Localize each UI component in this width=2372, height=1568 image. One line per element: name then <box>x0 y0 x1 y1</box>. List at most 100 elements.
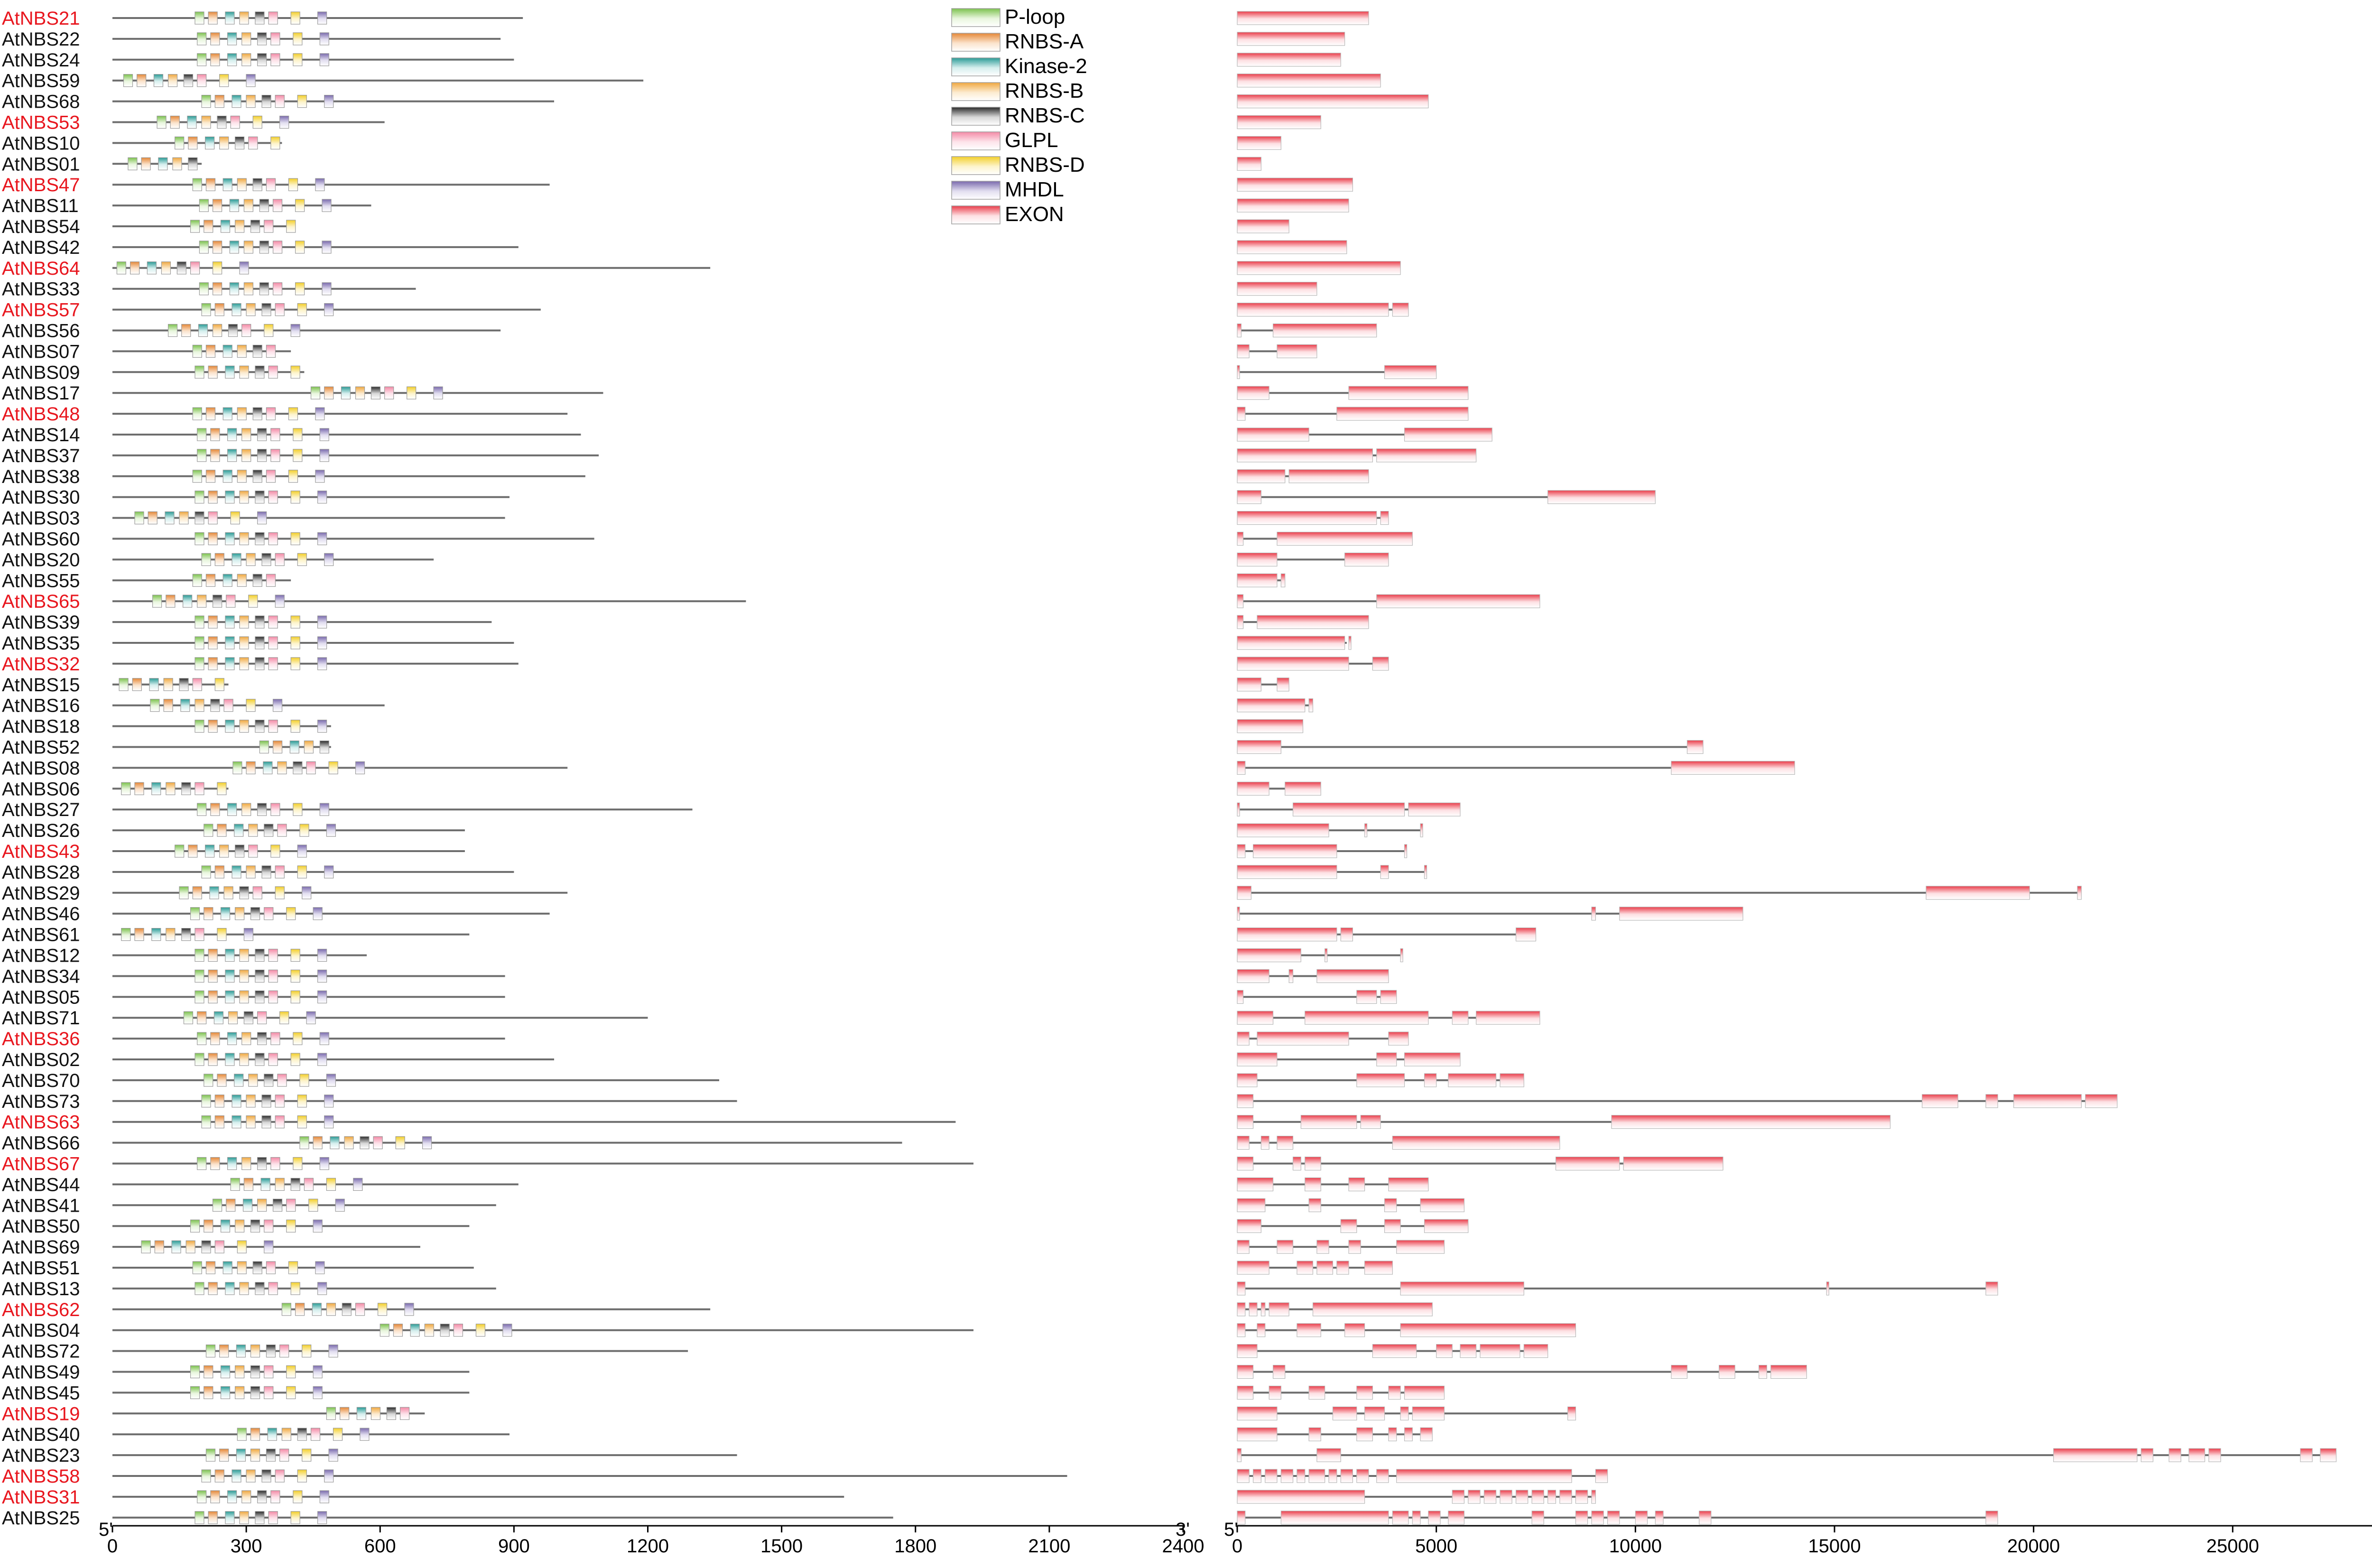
exon <box>1237 1156 1254 1171</box>
structure-row-atnbs54 <box>1237 219 1289 233</box>
structure-row-atnbs58 <box>1237 1469 1608 1483</box>
structure-row-atnbs07 <box>1237 344 1317 359</box>
motif-rnbs-a <box>208 657 218 670</box>
motif-rnbs-a <box>204 220 213 233</box>
structure-row-atnbs42 <box>1237 240 1347 254</box>
motif-glpl <box>275 1095 285 1108</box>
motif-kinase-2 <box>227 449 237 462</box>
motif-legend: P-loopRNBS-AKinase-2RNBS-BRNBS-CGLPLRNBS… <box>951 5 1087 226</box>
gene-label-atnbs01: AtNBS01 <box>2 154 80 175</box>
motif-p-loop <box>205 1448 216 1462</box>
motif-rnbs-c <box>255 11 265 25</box>
motif-row-atnbs58 <box>112 1469 1067 1483</box>
structure-row-atnbs44 <box>1237 1177 1429 1191</box>
legend-swatch <box>951 82 1001 101</box>
structure-row-atnbs59 <box>1237 74 1381 88</box>
exon <box>1500 1073 1524 1087</box>
motif-row-atnbs47 <box>112 178 550 191</box>
exon <box>1237 1136 1250 1150</box>
motif-rnbs-d <box>297 95 307 108</box>
exon <box>1547 490 1656 504</box>
structure-row-atnbs69 <box>1237 1240 1445 1254</box>
motif-rnbs-c <box>259 199 269 212</box>
legend-label: MHDL <box>1005 178 1064 201</box>
motif-rnbs-c <box>261 303 271 316</box>
motif-rnbs-b <box>237 470 247 483</box>
motif-p-loop <box>197 428 207 441</box>
legend-swatch <box>951 205 1001 224</box>
motif-rnbs-a <box>208 636 218 649</box>
exon <box>1591 1511 1604 1525</box>
motif-row-atnbs28 <box>112 865 514 879</box>
structure-row-atnbs46 <box>1237 907 1743 921</box>
motif-rnbs-d <box>302 1448 312 1462</box>
motif-rnbs-c <box>255 719 265 733</box>
motif-rnbs-a <box>192 886 202 900</box>
structure-row-atnbs22 <box>1237 32 1345 46</box>
motif-rnbs-a <box>204 1365 213 1379</box>
motif-mhdl <box>404 1303 414 1316</box>
motif-rnbs-c <box>257 803 267 816</box>
gene-label-atnbs48: AtNBS48 <box>2 404 80 425</box>
exon <box>1404 844 1408 858</box>
motif-row-atnbs24 <box>112 53 514 66</box>
exon <box>1635 1511 1648 1525</box>
motif-row-atnbs40 <box>112 1428 510 1441</box>
motif-kinase-2 <box>147 261 157 275</box>
motif-glpl <box>195 782 204 795</box>
gene-label-atnbs51: AtNBS51 <box>2 1258 80 1279</box>
motif-rnbs-b <box>246 865 256 879</box>
motif-row-atnbs56 <box>112 324 501 337</box>
legend-item-rnbs-d: RNBS-D <box>951 153 1085 176</box>
legend-label: P-loop <box>1005 5 1065 28</box>
motif-p-loop <box>380 1324 389 1337</box>
exon <box>1671 1364 1688 1379</box>
motif-p-loop <box>197 53 207 66</box>
motif-kinase-2 <box>220 907 231 920</box>
motif-glpl <box>268 11 278 25</box>
motif-kinase-2 <box>182 594 193 608</box>
motif-glpl <box>252 886 262 900</box>
motif-rnbs-a <box>210 32 220 46</box>
motif-rnbs-b <box>239 990 249 1003</box>
exon <box>1292 1156 1301 1171</box>
motif-mhdl <box>319 1032 329 1045</box>
gene-label-atnbs66: AtNBS66 <box>2 1133 80 1154</box>
motif-row-atnbs57 <box>112 303 541 316</box>
motif-mhdl <box>243 928 254 941</box>
motif-row-atnbs30 <box>112 491 510 504</box>
exon <box>1260 1136 1269 1150</box>
exon <box>2140 1448 2154 1462</box>
exon <box>1237 365 1240 379</box>
exon <box>1237 240 1347 254</box>
motif-rnbs-b <box>239 969 249 983</box>
motif-kinase-2 <box>220 1365 231 1379</box>
gene-label-atnbs49: AtNBS49 <box>2 1362 80 1383</box>
motif-kinase-2 <box>149 678 159 691</box>
motif-rnbs-a <box>214 1469 224 1483</box>
motif-p-loop <box>195 990 204 1003</box>
exon <box>1400 1281 1524 1296</box>
exon <box>1336 407 1469 421</box>
motif-kinase-2 <box>153 74 164 87</box>
exon <box>1424 865 1427 879</box>
motif-rnbs-d <box>288 470 298 483</box>
motif-rnbs-b <box>239 11 249 25</box>
motif-p-loop <box>299 1136 309 1150</box>
motif-rnbs-d <box>297 1095 307 1108</box>
motif-row-atnbs36 <box>112 1032 505 1045</box>
structure-row-atnbs50 <box>1237 1219 1469 1233</box>
exon <box>1265 1469 1278 1483</box>
motif-rnbs-c <box>257 449 267 462</box>
motif-mhdl <box>297 844 307 858</box>
motif-rnbs-a <box>154 1240 164 1253</box>
gene-label-atnbs45: AtNBS45 <box>2 1382 80 1403</box>
motif-rnbs-b <box>185 1240 195 1253</box>
exon <box>1336 1261 1349 1275</box>
motif-rnbs-c <box>261 95 271 108</box>
motif-mhdl <box>355 761 365 775</box>
motif-kinase-2 <box>225 948 235 962</box>
motif-rnbs-c <box>266 1448 276 1462</box>
exon <box>1404 1385 1445 1400</box>
gene-label-atnbs68: AtNBS68 <box>2 92 80 112</box>
